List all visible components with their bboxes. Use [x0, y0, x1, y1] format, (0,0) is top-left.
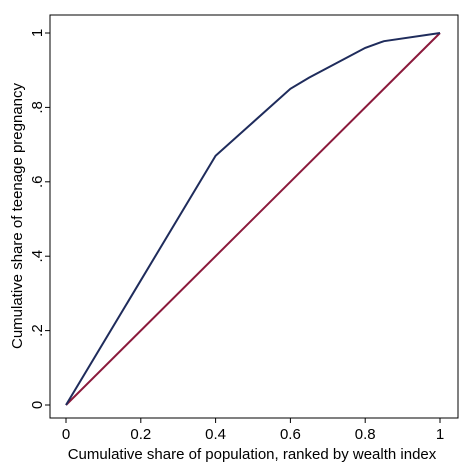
- y-tick-label: .8: [29, 101, 46, 114]
- y-tick-label: 1: [29, 29, 46, 37]
- y-tick-label: .2: [29, 324, 46, 337]
- y-tick-label: .6: [29, 176, 46, 189]
- x-tick-label: 1: [436, 426, 444, 443]
- y-tick-label: 0: [29, 401, 46, 409]
- x-tick-label: 0.2: [130, 426, 151, 443]
- series-line: [65, 32, 441, 406]
- plot-frame: [49, 14, 459, 419]
- x-tick-label: 0.4: [205, 426, 226, 443]
- x-tick-label: 0.6: [280, 426, 301, 443]
- x-axis-title: Cumulative share of population, ranked b…: [68, 446, 437, 463]
- x-tick-label: 0: [62, 426, 70, 443]
- y-axis-title: Cumulative share of teenage pregnancy: [9, 83, 26, 350]
- y-tick-label: .4: [29, 250, 46, 263]
- series-line: [65, 32, 441, 406]
- x-tick-label: 0.8: [355, 426, 376, 443]
